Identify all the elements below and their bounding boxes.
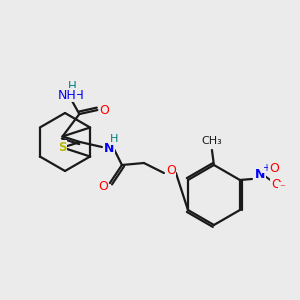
Text: H: H <box>67 79 76 92</box>
Text: NH: NH <box>58 88 77 102</box>
Text: S: S <box>58 141 67 154</box>
Text: O: O <box>271 178 281 190</box>
Text: N: N <box>104 142 114 154</box>
Text: N: N <box>255 167 265 181</box>
Text: O: O <box>269 161 279 175</box>
Text: O: O <box>166 164 176 178</box>
Text: H: H <box>110 134 118 144</box>
Text: O: O <box>99 103 109 117</box>
Text: NH: NH <box>65 88 84 102</box>
Text: O: O <box>98 181 108 194</box>
Text: H: H <box>68 80 77 93</box>
Text: +: + <box>262 163 270 173</box>
Text: ⁻: ⁻ <box>279 183 285 193</box>
Text: CH₃: CH₃ <box>202 136 222 146</box>
